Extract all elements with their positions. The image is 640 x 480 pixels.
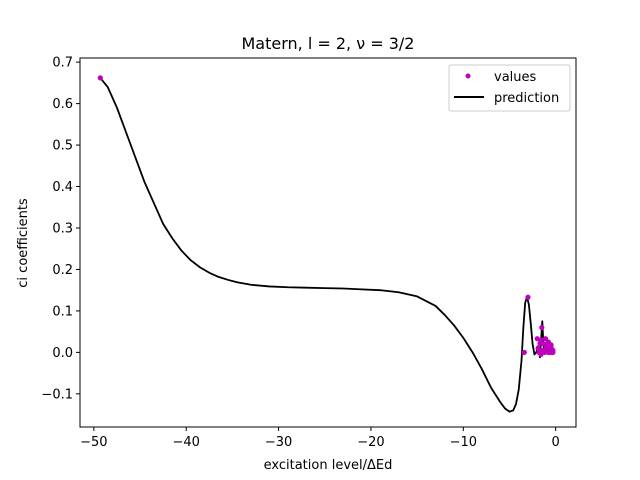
value-point (97, 75, 103, 81)
axes: −50 −40 −30 −20 −10 0 −0.1 0.0 0.1 0.2 0.3 0.4 0.5 0.… (41, 56, 577, 450)
y-tick-label: 0.5 (52, 139, 73, 154)
y-tick-label: 0.0 (52, 346, 73, 361)
value-point (548, 344, 554, 350)
y-tick-label: 0.4 (52, 180, 73, 195)
legend: values prediction (448, 64, 571, 112)
y-tick-label: −0.1 (41, 387, 73, 402)
value-point (545, 339, 551, 345)
plot-area (97, 75, 556, 413)
value-point (535, 345, 541, 351)
axes-frame (79, 57, 577, 428)
legend-label-values: values (494, 70, 537, 85)
value-point (538, 337, 544, 343)
value-point (538, 351, 544, 358)
y-tick-label: 0.3 (52, 221, 73, 236)
y-tick-label: 0.2 (52, 263, 73, 278)
legend-label-prediction: prediction (494, 91, 559, 106)
y-axis-label: ci coefficients (16, 198, 31, 288)
x-tick-label: −40 (173, 435, 200, 450)
x-tick-label: −20 (357, 435, 384, 450)
value-point (525, 294, 531, 300)
value-point (539, 324, 545, 331)
y-tick-label: 0.6 (52, 97, 73, 112)
x-tick-label: 0 (552, 435, 560, 450)
x-tick-label: −30 (265, 435, 292, 450)
x-tick-label: −10 (450, 435, 477, 450)
y-tick-label: 0.7 (52, 56, 73, 71)
y-tick-label: 0.1 (52, 304, 73, 319)
value-point (521, 349, 527, 355)
x-axis-label: excitation level/ΔEd (264, 458, 393, 473)
value-point (550, 349, 556, 355)
legend-marker-values (465, 73, 471, 79)
chart-title: Matern, l = 2, ν = 3/2 (242, 34, 415, 53)
legend-frame (448, 64, 571, 112)
x-tick-label: −50 (80, 435, 107, 450)
